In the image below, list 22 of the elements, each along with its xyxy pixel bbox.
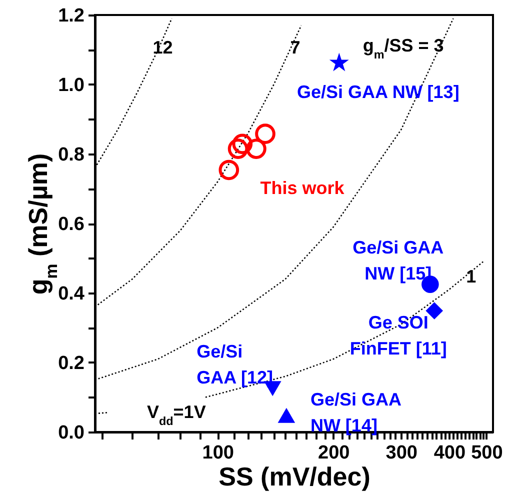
series-label: 7 [290, 37, 300, 58]
x-tick-label: 400 [434, 442, 466, 464]
x-tick-label: 200 [318, 442, 350, 464]
series-label: This work [260, 178, 346, 198]
y-tick-label: 0.8 [58, 144, 84, 166]
x-tick-label: 300 [386, 442, 418, 464]
series-label: 1 [466, 266, 476, 287]
series-label: Ge SOI FinFET [11] [350, 312, 447, 359]
y-tick-label: 0.4 [58, 284, 85, 304]
x-tick-label: 100 [202, 442, 234, 464]
annotation: V$_{dd}$=1V [147, 402, 206, 428]
series-label: g$_{m}$/SS = 3 [362, 35, 444, 61]
y-tick-label: 0.0 [58, 422, 84, 444]
x-axis-title: SS (mV/dec) [218, 462, 370, 492]
y-tick-label: 0.2 [58, 353, 84, 374]
series-label: Ge/Si GAA NW [14] [310, 389, 402, 436]
y-tick-label: 1.2 [58, 6, 84, 26]
y-tick-label: 0.6 [58, 214, 84, 235]
text: Ge/Si GAA NW [13] [296, 82, 460, 102]
series-label: 12 [152, 37, 173, 58]
x-tick-label: 500 [471, 442, 503, 464]
y-tick-label: 1.0 [58, 75, 84, 96]
